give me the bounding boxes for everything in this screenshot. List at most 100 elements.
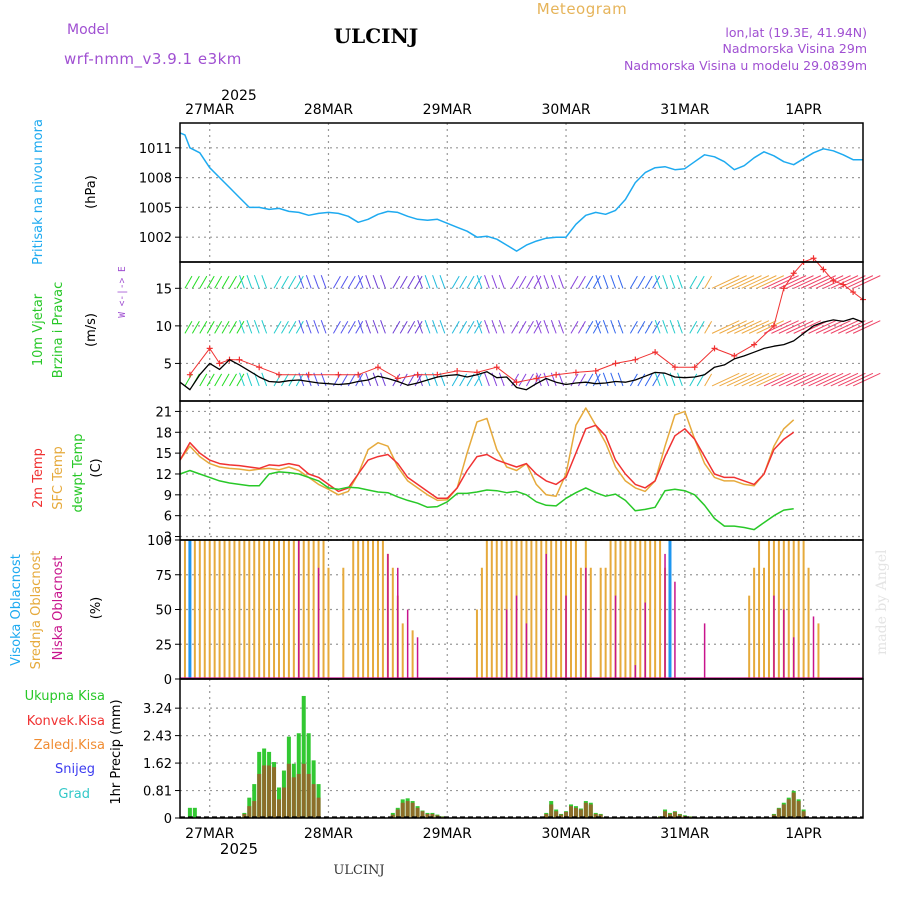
wind-barb [518, 275, 527, 289]
wind-barb [424, 320, 431, 334]
conv-precip-bar [593, 813, 598, 818]
wind-barb [206, 373, 215, 387]
top-day-label: 27MAR [185, 102, 234, 118]
top-day-label: 1APR [785, 102, 822, 118]
wind-barb [654, 274, 661, 289]
wind-barb [852, 372, 881, 387]
wind-barb [617, 372, 624, 387]
cloud-ylabel-2: Srednja Oblacnost [29, 551, 44, 670]
gust-marker [493, 364, 500, 371]
wind-barb [677, 320, 683, 334]
wind-barb [380, 372, 386, 387]
cloud-ylabel-3: Niska Oblacnost [51, 556, 66, 661]
conv-precip-bar [301, 763, 306, 818]
wind-barb [298, 274, 305, 289]
wind-barb [414, 321, 423, 334]
wind-barb [669, 274, 676, 289]
wind-barb [719, 320, 747, 334]
bottom-day-label: 31MAR [660, 826, 709, 842]
wind-barb [417, 274, 423, 289]
wind-barb [392, 373, 401, 387]
conv-precip-bar [395, 809, 400, 818]
conv-precip-bar [262, 765, 267, 818]
wind-barb [543, 372, 550, 387]
wind-barb [748, 320, 777, 334]
wind-barb [644, 275, 653, 289]
wind-barb [595, 274, 602, 289]
conv-precip-bar [564, 811, 569, 818]
gust-marker [820, 266, 827, 273]
gust-marker [275, 371, 282, 378]
bottom-day-label: 30MAR [541, 826, 590, 842]
temp-ylabel-3: dewpt Temp [71, 433, 86, 512]
wind-barb [320, 274, 327, 289]
wind-barb [432, 320, 438, 334]
wind-barb [610, 372, 617, 387]
wind-barb [696, 373, 705, 387]
wind-barb [800, 275, 829, 289]
wind-barb [313, 274, 320, 289]
conv-precip-bar [281, 787, 286, 818]
ytick-label-temp: 12 [155, 468, 172, 483]
wind-barb [689, 275, 698, 289]
wind-barb [239, 274, 245, 289]
ytick-label-precip: 0 [164, 812, 172, 827]
conv-precip-bar [272, 767, 277, 818]
ytick-label-temp: 18 [155, 426, 172, 441]
wind-barb [610, 320, 617, 334]
gust-marker [770, 322, 777, 329]
gust-marker [790, 270, 797, 277]
wind-barb [229, 321, 237, 334]
wind-barb [305, 274, 312, 289]
gust-line [189, 257, 864, 383]
wind-barb [845, 275, 874, 289]
conv-precip-bar [672, 811, 677, 818]
conv-precip-bar [311, 784, 316, 818]
wind-barb [439, 274, 446, 289]
wind-barb [347, 373, 356, 387]
wind-barb [711, 320, 740, 334]
ytick-label-temp: 6 [164, 510, 172, 525]
wind-barb [652, 373, 661, 387]
gust-marker [553, 371, 560, 378]
wind-barb [305, 320, 312, 334]
wind-barb [439, 320, 446, 334]
wind-barb [808, 275, 836, 289]
wind-barb [281, 275, 289, 289]
wind-barb [498, 274, 505, 289]
wind-barb [491, 320, 498, 334]
wind-barb [518, 373, 527, 387]
wind-barb [610, 274, 617, 289]
wind-barb [407, 275, 416, 289]
legend-total: Ukupna Kisa [25, 689, 105, 704]
temp-ylabel-2: SFC Temp [51, 446, 66, 510]
wind-barb [221, 275, 230, 289]
wind-barb [414, 275, 423, 289]
year-label-bottom: 2025 [220, 840, 258, 858]
legend-freezing: Zaledj.Kisa [34, 738, 105, 753]
temp-unit: (C) [89, 458, 104, 477]
wind-barb [585, 275, 594, 289]
bottom-day-labels: 27MAR 28MAR 29MAR 30MAR 31MAR 1APR [185, 826, 822, 842]
wind-barb [199, 275, 208, 289]
frame-temp [179, 400, 864, 541]
wind-barb [662, 372, 668, 387]
conv-precip-bar [677, 814, 682, 818]
wind-barb [432, 274, 438, 289]
wind-barb [184, 373, 193, 387]
ytick-label-temp: 21 [155, 405, 172, 420]
gust-marker [850, 289, 857, 296]
wind-barb [771, 275, 799, 289]
wind-barb [771, 320, 799, 334]
wind-barb [748, 275, 777, 289]
wind-barb [399, 275, 408, 289]
wind-barb [511, 321, 520, 334]
temp-ylabel-1: 2m Temp [31, 448, 46, 508]
wind-barb [439, 372, 446, 387]
wind-barb [246, 372, 253, 387]
conv-precip-bar [791, 792, 796, 818]
conv-precip-bar [796, 801, 801, 818]
wind-barb [340, 275, 349, 289]
wind-barb [476, 320, 483, 334]
conv-precip-bar [583, 802, 588, 818]
